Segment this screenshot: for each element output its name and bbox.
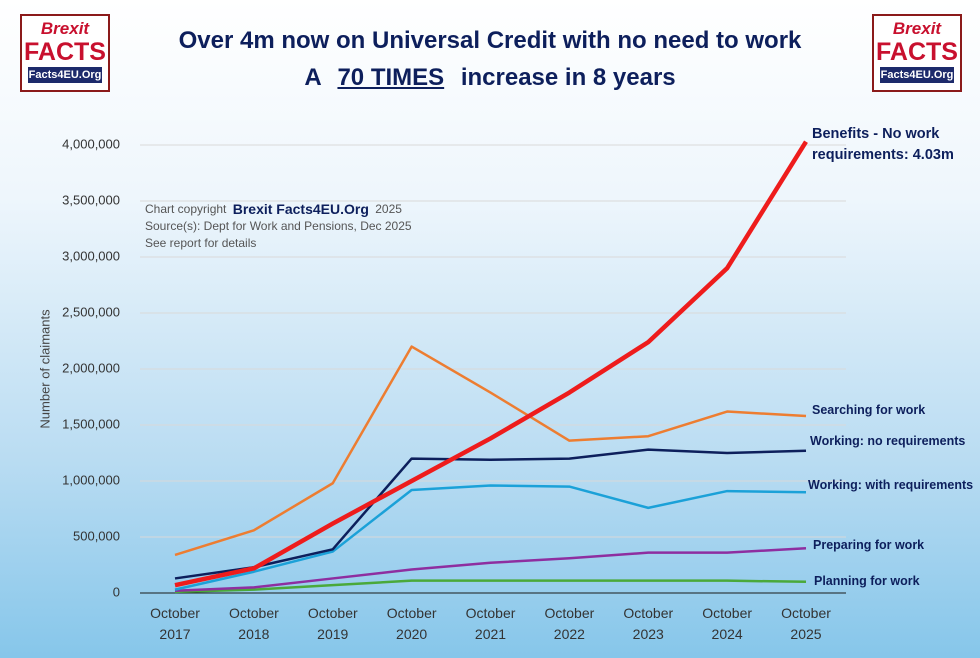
y-tick-label: 2,000,000: [62, 360, 120, 375]
note: Source(s): Dept for Work and Pensions, D…: [145, 219, 412, 233]
x-tick-label: October 2021: [465, 605, 516, 642]
y-tick-label: 2,500,000: [62, 304, 120, 319]
logo-text: FACTS: [876, 38, 958, 66]
x-tick-label: October 2022: [544, 605, 595, 642]
y-tick-label: 3,500,000: [62, 192, 120, 207]
logo: Brexit FACTS Facts4EU.Org: [872, 14, 962, 92]
logo-text: Brexit: [892, 19, 942, 38]
series-label: Working: with requirements: [808, 478, 974, 492]
series-label: Searching for work: [812, 403, 926, 417]
series-line: [174, 579, 807, 594]
note-part: Chart copyright: [145, 202, 227, 216]
y-tick-label: 0: [113, 584, 120, 599]
x-tick-label: October 2024: [702, 605, 753, 642]
series-line: [174, 448, 807, 580]
y-tick-label: 1,500,000: [62, 416, 120, 431]
y-tick-label: 4,000,000: [62, 136, 120, 151]
note-part: Brexit Facts4EU.Org: [233, 201, 369, 217]
y-tick-label: 3,000,000: [62, 248, 120, 263]
series-line: [174, 484, 807, 591]
x-tick-label: October 2018: [228, 605, 279, 642]
series-line: [174, 140, 808, 588]
series-label: Planning for work: [814, 574, 920, 588]
subtitle-part: A: [304, 64, 321, 91]
chart-subtitle: A 70 TIMES increase in 8 years: [0, 64, 980, 92]
logo-text: Facts4EU.Org: [880, 67, 954, 83]
x-tick-label: October 2023: [623, 605, 674, 642]
logo-text: Facts4EU.Org: [28, 67, 102, 83]
series-line: [174, 345, 807, 557]
subtitle-part: 70 TIMES: [337, 64, 445, 91]
x-tick-label: October 2019: [307, 605, 358, 642]
logo-text: Brexit: [40, 19, 90, 38]
x-tick-label: October 2017: [150, 605, 200, 642]
note: Chart copyright Brexit Facts4EU.Org 2025: [145, 201, 402, 217]
note: See report for details: [145, 236, 256, 250]
chart-title: Over 4m now on Universal Credit with no …: [178, 27, 802, 54]
note-part: 2025: [375, 202, 402, 216]
series-label: Working: no requirements: [810, 434, 966, 448]
x-tick-label: October 2025: [781, 605, 831, 642]
subtitle-part: increase in 8 years: [460, 64, 676, 91]
series-line: [174, 546, 807, 593]
y-axis-label: Number of claimants: [37, 309, 52, 429]
series-label: Benefits - No work requirements: 4.03m: [812, 126, 954, 163]
logo: Brexit FACTS Facts4EU.Org: [20, 14, 110, 92]
series-label: Preparing for work: [813, 538, 925, 552]
y-tick-label: 1,000,000: [62, 472, 120, 487]
logo-text: FACTS: [24, 38, 106, 66]
y-tick-label: 500,000: [73, 528, 120, 543]
x-tick-label: October 2020: [386, 605, 437, 642]
